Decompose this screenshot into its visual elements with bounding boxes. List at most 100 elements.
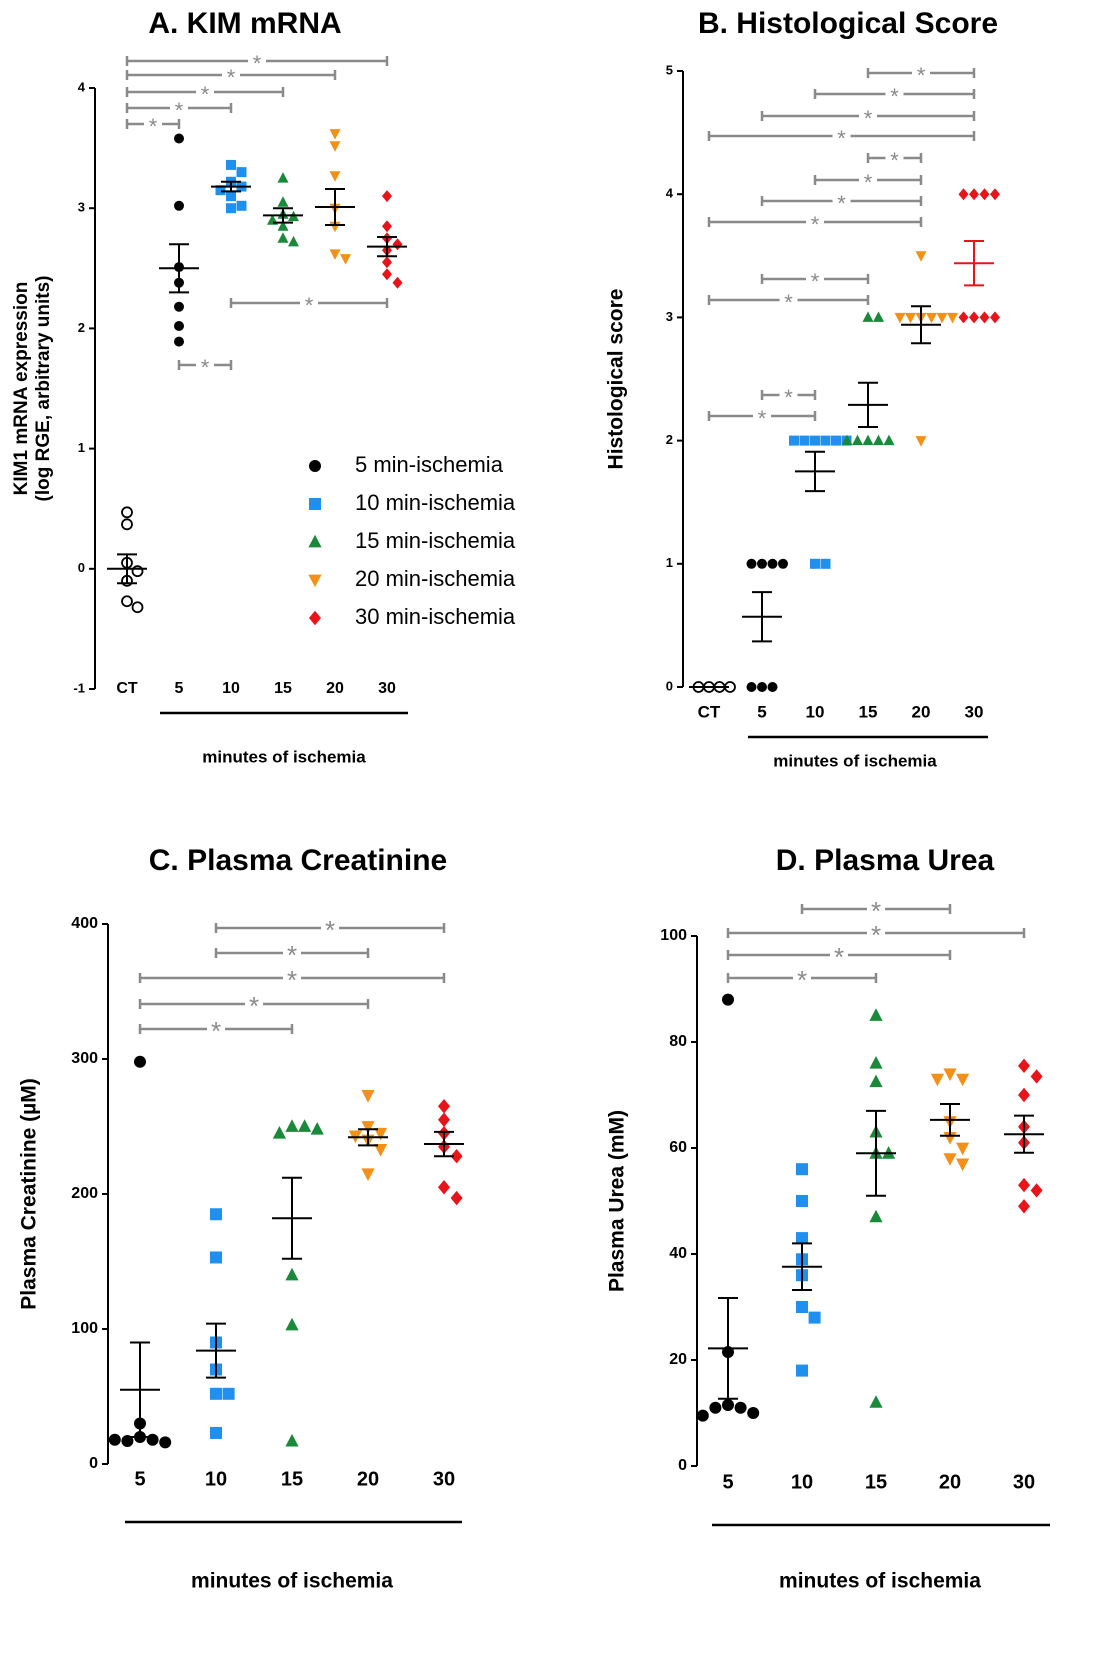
star-background <box>196 357 214 373</box>
significance-star: * <box>784 385 793 410</box>
star-background <box>300 295 318 311</box>
data-point <box>374 1127 388 1141</box>
x-axis-label: minutes of ischemia <box>773 751 937 770</box>
significance-star: * <box>211 1016 221 1046</box>
data-point <box>121 506 133 519</box>
star-background <box>753 408 771 424</box>
y-tick-label: 20 <box>669 1351 687 1368</box>
data-point <box>174 320 184 331</box>
data-point <box>862 311 874 322</box>
x-tick-label: CT <box>698 702 721 721</box>
data-point <box>392 276 403 289</box>
significance-star: * <box>784 290 793 315</box>
significance-star: * <box>797 965 807 995</box>
data-point <box>329 171 341 182</box>
y-tick-label: 0 <box>78 560 85 575</box>
data-point <box>869 1056 883 1069</box>
data-point <box>831 435 841 446</box>
significance-star: * <box>837 126 846 151</box>
data-point <box>926 312 937 324</box>
x-tick-label: 10 <box>806 702 825 721</box>
data-point <box>979 311 990 324</box>
data-point <box>374 1144 388 1157</box>
significance-star: * <box>871 896 881 926</box>
legend-marker <box>309 498 321 510</box>
star-background <box>859 172 877 188</box>
significance-star: * <box>227 65 236 90</box>
y-axis-label: (log RGE, arbitrary units) <box>33 276 54 502</box>
star-background <box>885 150 904 166</box>
data-point <box>869 1395 883 1408</box>
data-point <box>382 256 392 269</box>
data-point <box>392 238 403 251</box>
x-tick-label: 30 <box>378 680 396 697</box>
error-bar <box>911 305 931 345</box>
y-tick-label: 2 <box>78 320 85 335</box>
error-bar <box>221 180 241 193</box>
significance-star: * <box>249 991 259 1021</box>
data-point <box>215 185 226 196</box>
data-point <box>796 1301 808 1313</box>
legend-label: 15 min-ischemia <box>355 528 516 553</box>
data-point <box>956 1142 970 1156</box>
data-point <box>285 1267 299 1281</box>
x-tick-label: 30 <box>433 1468 455 1490</box>
significance-star: * <box>201 355 210 380</box>
data-point <box>820 558 831 569</box>
x-tick-label: 15 <box>859 702 878 721</box>
star-background <box>283 970 301 986</box>
data-point <box>990 188 1000 201</box>
error-bar <box>117 553 137 585</box>
data-point <box>121 518 133 531</box>
data-point <box>799 435 810 446</box>
data-point <box>1018 1199 1030 1214</box>
data-point <box>796 1195 808 1207</box>
data-point <box>222 1387 235 1400</box>
x-tick-label: 20 <box>912 702 931 721</box>
y-tick-label: 0 <box>89 1455 98 1472</box>
error-bar <box>964 240 984 287</box>
star-background <box>779 387 798 403</box>
significance-star: * <box>811 269 820 294</box>
data-point <box>956 1158 970 1172</box>
data-point <box>869 1209 883 1223</box>
error-bar <box>206 1322 226 1379</box>
y-tick-label: 0 <box>678 1457 687 1474</box>
data-point <box>226 159 236 170</box>
data-point <box>226 203 236 214</box>
significance-star: * <box>305 293 314 318</box>
data-point <box>873 434 884 446</box>
error-bar <box>866 1109 886 1197</box>
x-tick-label: 10 <box>205 1468 227 1490</box>
data-point <box>174 133 184 144</box>
data-point <box>277 196 289 207</box>
data-point <box>958 188 969 201</box>
data-point <box>174 200 184 211</box>
error-bar <box>282 1176 302 1260</box>
data-point <box>990 311 1000 324</box>
legend-label: 10 min-ischemia <box>355 490 516 515</box>
data-point <box>438 1180 450 1195</box>
data-point <box>841 434 853 446</box>
data-point <box>747 1407 760 1419</box>
error-bar <box>377 236 397 258</box>
x-tick-label: 5 <box>722 1471 733 1493</box>
data-point <box>789 435 799 446</box>
significance-star: * <box>917 63 926 88</box>
star-background <box>248 53 266 69</box>
chart-title: A. KIM mRNA <box>148 7 341 40</box>
y-tick-label: 400 <box>71 915 98 932</box>
error-bar <box>752 591 772 643</box>
data-point <box>277 172 289 183</box>
data-point <box>1018 1177 1030 1193</box>
significance-star: * <box>890 84 899 109</box>
y-tick-label: 40 <box>669 1245 687 1262</box>
y-tick-label: -1 <box>73 680 85 695</box>
data-point <box>943 1068 957 1081</box>
x-tick-label: 20 <box>357 1468 379 1490</box>
x-tick-label: 15 <box>274 680 292 697</box>
data-point <box>947 312 958 324</box>
data-point <box>361 1090 375 1103</box>
star-background <box>885 86 904 102</box>
